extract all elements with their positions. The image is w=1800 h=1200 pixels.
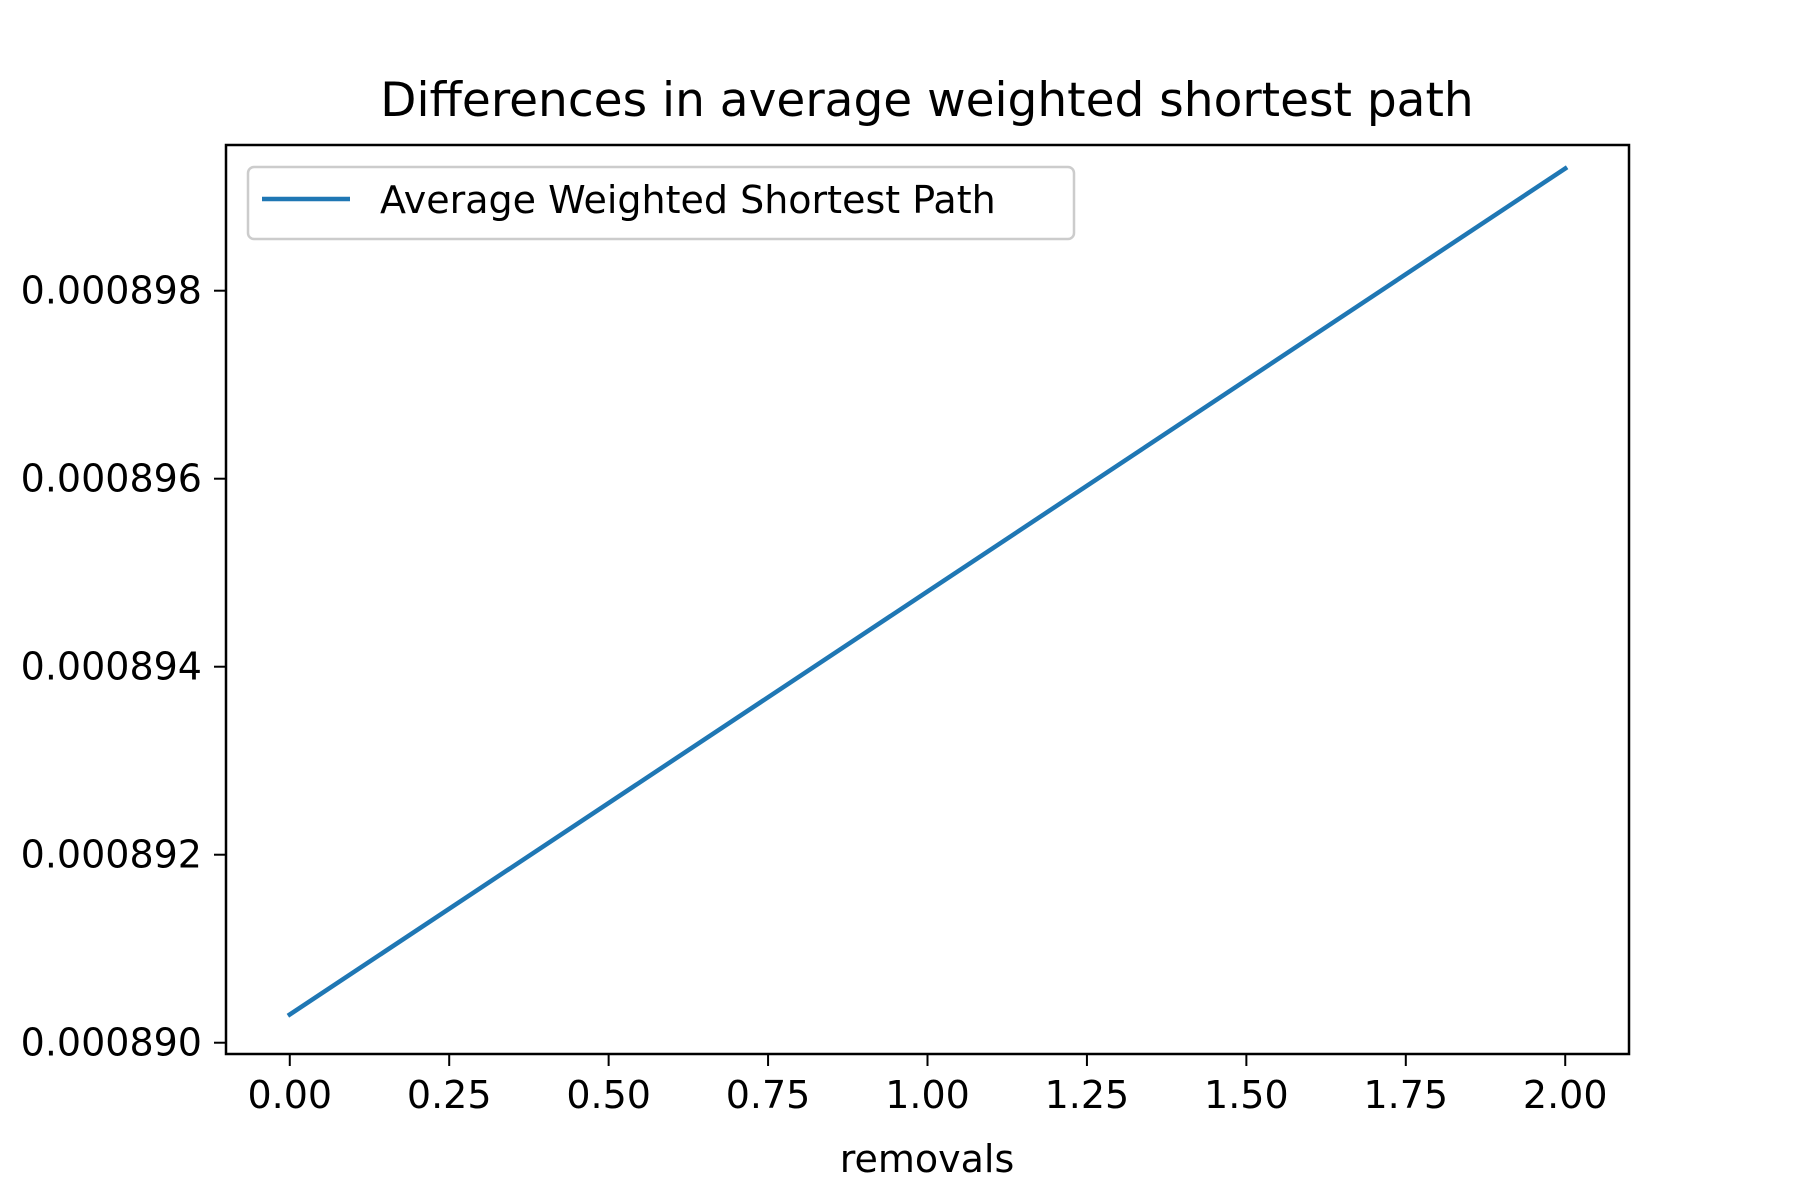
y-tick-label: 0.000898 xyxy=(21,269,202,313)
plot-area-frame xyxy=(224,143,1631,1056)
x-tick-label: 2.00 xyxy=(1523,1073,1608,1117)
x-tick-label: 1.25 xyxy=(1045,1073,1130,1117)
series-line-average-weighted-shortest-path xyxy=(286,165,1569,1018)
x-tick-label: 1.00 xyxy=(885,1073,970,1117)
legend-frame xyxy=(246,165,1076,241)
y-axis-ticks: 0.000890 0.000892 0.000894 0.000896 0.000898 xyxy=(21,269,226,1065)
chart-title: Differences in average weighted shortest… xyxy=(380,73,1473,128)
x-tick-label: 0.75 xyxy=(726,1073,811,1117)
y-tick-label: 0.000896 xyxy=(21,457,202,501)
x-tick-label: 1.75 xyxy=(1363,1073,1448,1117)
x-axis-label: removals xyxy=(840,1137,1015,1181)
series-layer xyxy=(286,165,1569,1018)
x-tick-label: 1.50 xyxy=(1204,1073,1289,1117)
legend-label-average-weighted-shortest-path: Average Weighted Shortest Path xyxy=(380,178,996,222)
x-tick-label: 0.00 xyxy=(247,1073,332,1117)
legend: Average Weighted Shortest Path xyxy=(246,165,1076,241)
x-tick-label: 0.50 xyxy=(566,1073,651,1117)
y-tick-label: 0.000894 xyxy=(21,645,202,689)
x-tick-label: 0.25 xyxy=(407,1073,492,1117)
y-tick-label: 0.000890 xyxy=(21,1021,202,1065)
x-axis-ticks: 0.00 0.25 0.50 0.75 1.00 1.25 1.50 1.75 2.00 xyxy=(247,1054,1608,1117)
y-tick-label: 0.000892 xyxy=(21,833,202,877)
